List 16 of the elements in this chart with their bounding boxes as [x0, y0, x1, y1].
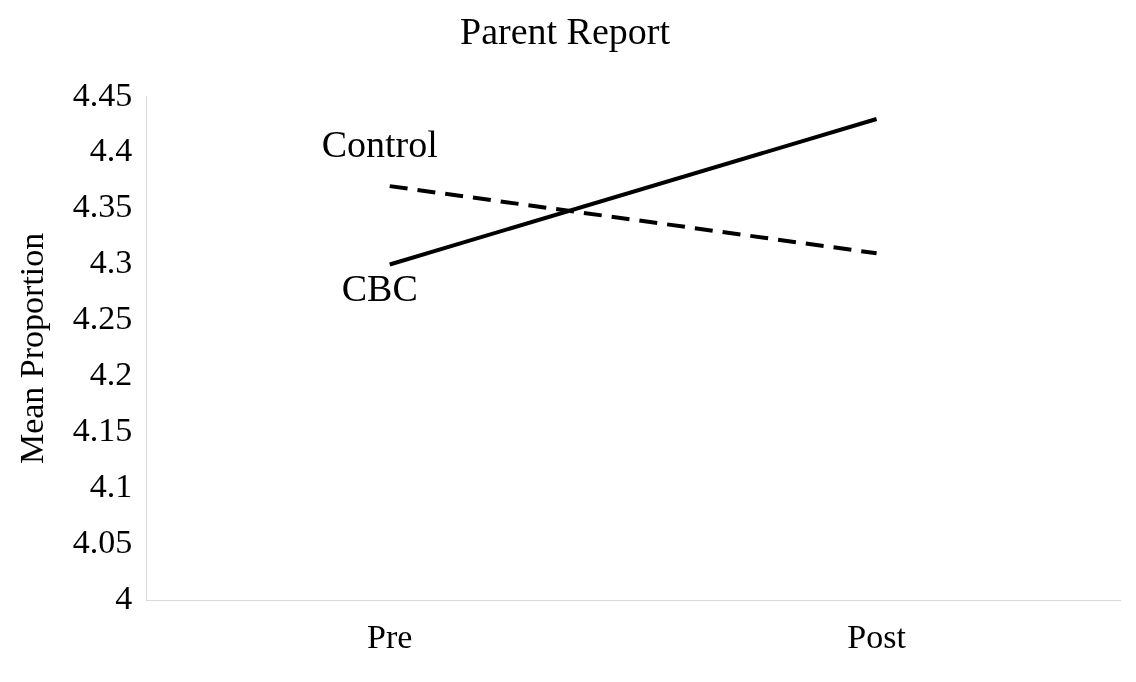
y-tick-label: 4.35	[72, 187, 133, 225]
y-tick-label: 4.2	[89, 355, 133, 393]
y-axis-title: Mean Proportion	[13, 232, 51, 465]
y-tick-label: 4.1	[89, 467, 133, 505]
y-tick-label: 4.4	[89, 131, 133, 169]
series-label: CBC	[341, 267, 418, 310]
y-tick-label: 4.3	[89, 243, 133, 281]
y-tick-label: 4.45	[72, 75, 133, 113]
x-tick-label: Pre	[367, 617, 413, 655]
x-tick-label: Post	[847, 617, 907, 655]
y-tick-label: 4.15	[72, 411, 133, 449]
y-tick-label: 4.25	[72, 299, 133, 337]
y-tick-label: 4.05	[72, 523, 133, 561]
series-label: Control	[321, 123, 438, 166]
chart-title: Parent Report	[459, 9, 671, 52]
y-tick-label: 4	[115, 579, 133, 617]
